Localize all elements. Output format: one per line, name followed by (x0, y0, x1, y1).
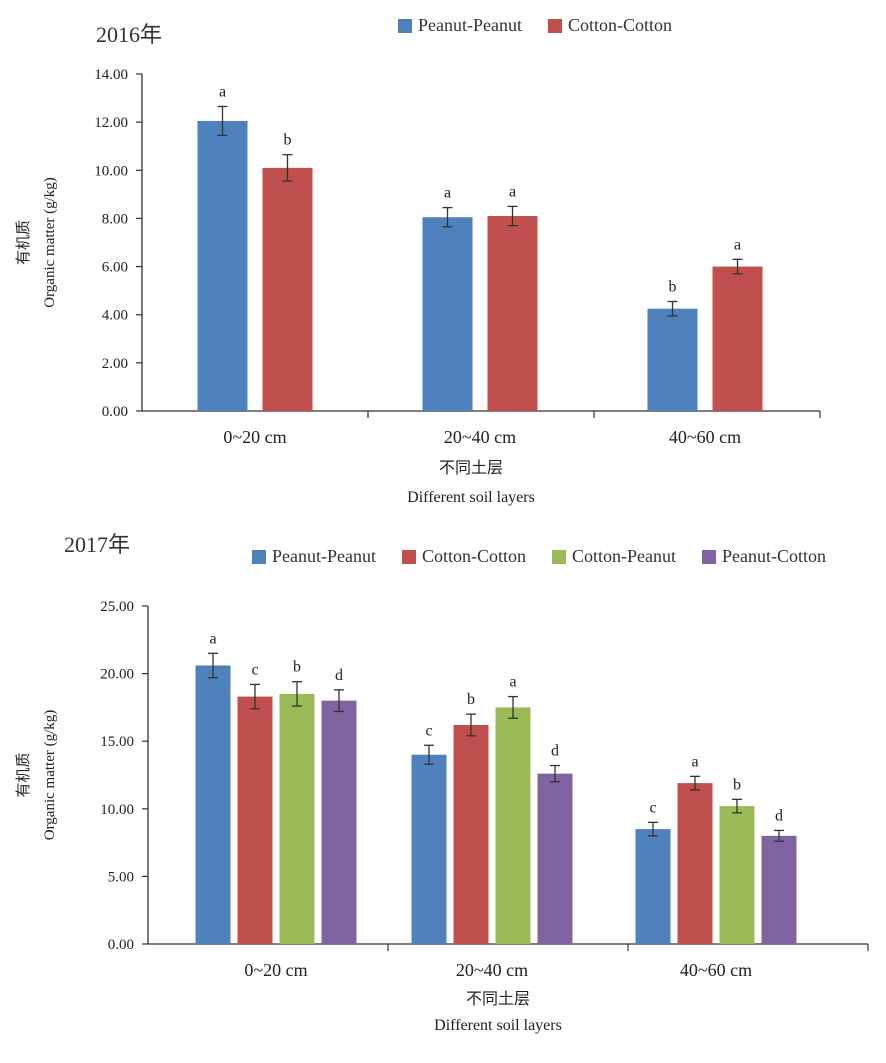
y-tick-label: 0.00 (108, 937, 134, 953)
legend-swatch (548, 19, 562, 33)
y-axis-title-en: Organic matter (g/kg) (42, 710, 58, 841)
legend-label: Cotton-Cotton (568, 15, 672, 35)
bar (647, 308, 698, 411)
legend-swatch (252, 550, 266, 564)
x-tick-label: 20~40 cm (456, 960, 528, 980)
legend-label: Peanut-Peanut (272, 546, 376, 566)
y-tick-label: 5.00 (108, 869, 134, 885)
y-tick-label: 2.00 (102, 356, 128, 372)
chart-title: 2017年 (64, 532, 130, 557)
x-axis-title-cn: 不同土层 (466, 990, 530, 1008)
significance-letter: c (251, 661, 258, 678)
x-axis-title-en: Different soil layers (407, 489, 535, 506)
y-tick-label: 15.00 (100, 734, 134, 750)
legend-swatch (552, 550, 566, 564)
bar (635, 829, 671, 944)
bar (719, 806, 755, 944)
y-tick-label: 8.00 (102, 211, 128, 227)
y-tick-label: 10.00 (100, 802, 134, 818)
legend-label: Peanut-Peanut (418, 15, 522, 35)
significance-letter: b (669, 278, 677, 295)
bar (677, 783, 713, 944)
x-axis-title-en: Different soil layers (434, 1017, 562, 1034)
y-tick-label: 6.00 (102, 260, 128, 276)
bar (761, 835, 797, 944)
significance-letter: a (734, 236, 741, 253)
x-tick-label: 40~60 cm (680, 960, 752, 980)
bar (537, 773, 573, 944)
legend-label: Cotton-Cotton (422, 546, 526, 566)
chart-2016-svg: 2016年 Peanut-Peanut Cotton-Cotton 0.00 2.00 4… (15, 15, 821, 506)
bar (262, 167, 313, 411)
x-tick-label: 0~20 cm (244, 960, 307, 980)
significance-letter: a (209, 630, 216, 647)
significance-letter: d (335, 667, 343, 684)
x-axis-title-cn: 不同土层 (439, 459, 503, 477)
x-tick-label: 20~40 cm (444, 427, 516, 447)
x-tick-label: 40~60 cm (669, 427, 741, 447)
significance-letter: c (425, 722, 432, 739)
bar (712, 266, 763, 411)
chart-2016: 2016年 Peanut-Peanut Cotton-Cotton 0.00 2.00 4… (0, 0, 886, 520)
y-axis-title-cn: 有机质 (15, 752, 32, 797)
significance-letter: b (284, 132, 292, 149)
chart-title: 2016年 (96, 22, 162, 47)
bar (237, 696, 273, 944)
bar (495, 707, 531, 944)
significance-letter: b (293, 659, 301, 676)
significance-letter: b (467, 691, 475, 708)
bar (453, 724, 489, 944)
significance-letter: d (551, 743, 559, 760)
y-tick-label: 12.00 (94, 115, 128, 131)
y-axis-title-cn: 有机质 (15, 220, 32, 265)
significance-letter: a (509, 674, 516, 691)
x-tick-label: 0~20 cm (223, 427, 286, 447)
bar (422, 217, 473, 411)
bar (195, 665, 231, 944)
legend-swatch (702, 550, 716, 564)
bar (197, 120, 248, 412)
y-tick-label: 0.00 (102, 404, 128, 420)
significance-letter: d (775, 807, 783, 824)
y-tick-label: 25.00 (100, 599, 134, 615)
legend-swatch (402, 550, 416, 564)
bar (487, 216, 538, 411)
bar (411, 754, 447, 944)
significance-letter: a (444, 185, 451, 202)
legend-label: Cotton-Peanut (572, 546, 676, 566)
significance-letter: c (649, 799, 656, 816)
significance-letter: a (219, 83, 226, 100)
legend-swatch (398, 19, 412, 33)
y-tick-label: 10.00 (94, 163, 128, 179)
legend-label: Peanut-Cotton (722, 546, 826, 566)
y-tick-label: 14.00 (94, 67, 128, 83)
y-axis-title-en: Organic matter (g/kg) (42, 177, 58, 308)
chart-2017: 2017年 Peanut-Peanut Cotton-Cotton Cotton-Pe… (0, 520, 886, 1063)
bar (321, 700, 357, 944)
y-tick-label: 4.00 (102, 308, 128, 324)
significance-letter: a (691, 753, 698, 770)
significance-letter: a (509, 183, 516, 200)
y-tick-label: 20.00 (100, 667, 134, 683)
bar (279, 693, 315, 944)
significance-letter: b (733, 776, 741, 793)
chart-2017-svg: 2017年 Peanut-Peanut Cotton-Cotton Cotton-Pe… (15, 532, 869, 1034)
